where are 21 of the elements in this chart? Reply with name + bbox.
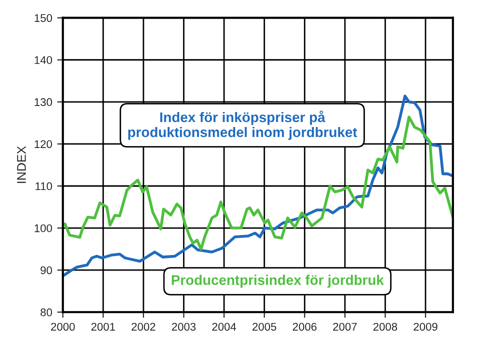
x-tick-label: 2002 (132, 322, 156, 331)
y-tick-label: 90 (40, 266, 52, 274)
y-tick-label: 130 (34, 98, 52, 106)
x-tick-label: 2003 (172, 322, 196, 331)
y-tick-label: 140 (34, 56, 52, 64)
text: Producentprisindex för jordbruk (172, 274, 384, 288)
x-tick-label: 2008 (373, 322, 398, 331)
x-tick-label: 2000 (51, 322, 75, 331)
text: Index för inköpspriser på produktionsmedel inom jordbruket (128, 110, 358, 140)
x-tick-label: 2005 (252, 322, 276, 331)
y-axis-title: INDEX (17, 146, 26, 183)
x-tick-label: 2004 (212, 322, 236, 331)
y-tick-label: 80 (40, 308, 52, 316)
x-tick-label: 2007 (333, 322, 357, 331)
x-tick-label: 2001 (91, 322, 115, 331)
x-tick-label: 2006 (292, 322, 317, 331)
y-tick-label: 100 (34, 224, 52, 232)
y-tick-label: 120 (34, 140, 52, 148)
y-tick-label: 150 (34, 14, 52, 22)
y-tick-label: 110 (36, 182, 52, 190)
x-tick-label: 2009 (414, 322, 438, 331)
